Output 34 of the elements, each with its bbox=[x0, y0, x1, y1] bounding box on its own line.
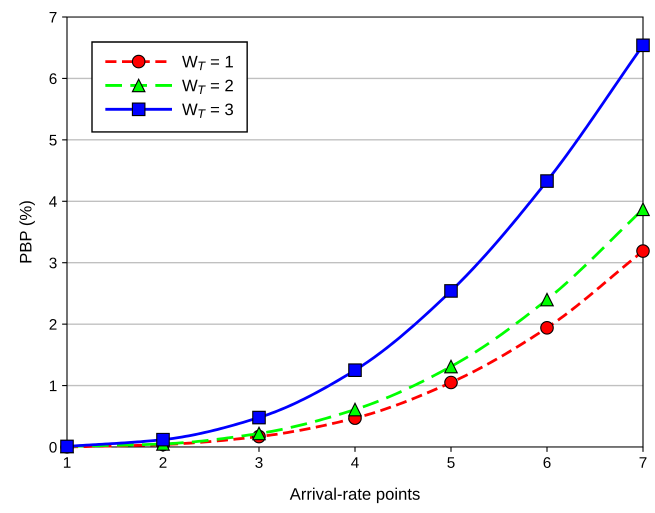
x-tick-label: 7 bbox=[640, 457, 646, 468]
y-tick-label: 7 bbox=[50, 12, 57, 23]
x-tick-label: 5 bbox=[447, 457, 455, 468]
x-tick-label: 3 bbox=[255, 457, 263, 468]
y-tick-label: 6 bbox=[50, 73, 57, 84]
legend-label: W$_{T}$ = 3 bbox=[182, 103, 234, 118]
y-tick-label: 4 bbox=[49, 196, 57, 207]
y-axis-title: PBP (%) bbox=[19, 201, 35, 262]
point bbox=[636, 38, 650, 52]
x-tick-label: 4 bbox=[351, 457, 359, 468]
point bbox=[444, 376, 458, 390]
point bbox=[252, 426, 266, 440]
point bbox=[636, 202, 650, 216]
x-tick-label: 6 bbox=[544, 457, 551, 468]
y-tick-label: 2 bbox=[50, 319, 57, 330]
y-tick-label: 1 bbox=[50, 380, 57, 392]
point bbox=[444, 360, 458, 374]
point bbox=[348, 363, 362, 378]
point bbox=[540, 174, 554, 188]
point bbox=[156, 432, 170, 446]
point bbox=[540, 321, 554, 335]
point bbox=[540, 292, 554, 306]
point bbox=[444, 284, 458, 298]
point bbox=[252, 410, 266, 424]
legend-label: W$_{T}$ = 2 bbox=[182, 80, 233, 94]
point bbox=[348, 402, 362, 416]
x-tick-label: 1 bbox=[64, 457, 71, 468]
x-tick-label: 2 bbox=[160, 457, 166, 468]
x-axis-title: Arrival-rate points bbox=[290, 488, 420, 504]
point bbox=[636, 244, 650, 258]
y-tick-label: 5 bbox=[49, 134, 57, 146]
legend-label: W$_{T}$ = 1 bbox=[182, 56, 233, 70]
y-tick-label: 3 bbox=[49, 258, 57, 268]
y-tick-label: 0 bbox=[49, 442, 57, 453]
